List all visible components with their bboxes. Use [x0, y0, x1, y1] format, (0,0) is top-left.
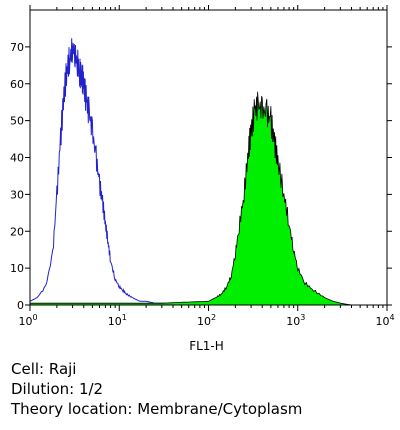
y-tick-label: 50	[10, 115, 24, 128]
y-tick-label: 30	[10, 188, 24, 201]
figure-caption: Cell: Raji Dilution: 1/2 Theory location…	[11, 359, 302, 419]
histogram-chart: 0 10 20 30 40 50 60 70 100 101 102 103 104 FL1-H	[10, 5, 395, 353]
x-tick-label: 101	[108, 313, 127, 328]
plot-frame	[29, 9, 388, 306]
y-tick-label: 40	[10, 152, 24, 165]
x-tick-label: 102	[197, 313, 216, 328]
y-tick-label: 60	[10, 78, 24, 91]
series-filled-histogram	[29, 91, 352, 306]
y-tick-label: 70	[10, 41, 24, 54]
caption-dilution: Dilution: 1/2	[11, 380, 104, 398]
caption-location: Theory location: Membrane/Cytoplasm	[11, 400, 303, 418]
x-tick-label: 103	[286, 313, 305, 328]
caption-cell: Cell: Raji	[11, 360, 77, 378]
y-tick-label: 20	[10, 225, 24, 238]
x-axis-label: FL1-H	[189, 339, 224, 353]
y-tick-label: 0	[17, 299, 24, 312]
x-tick-label: 104	[375, 313, 394, 328]
x-tick-label: 100	[18, 313, 37, 328]
y-tick-label: 10	[10, 262, 24, 275]
series-outline-histogram	[29, 38, 189, 306]
